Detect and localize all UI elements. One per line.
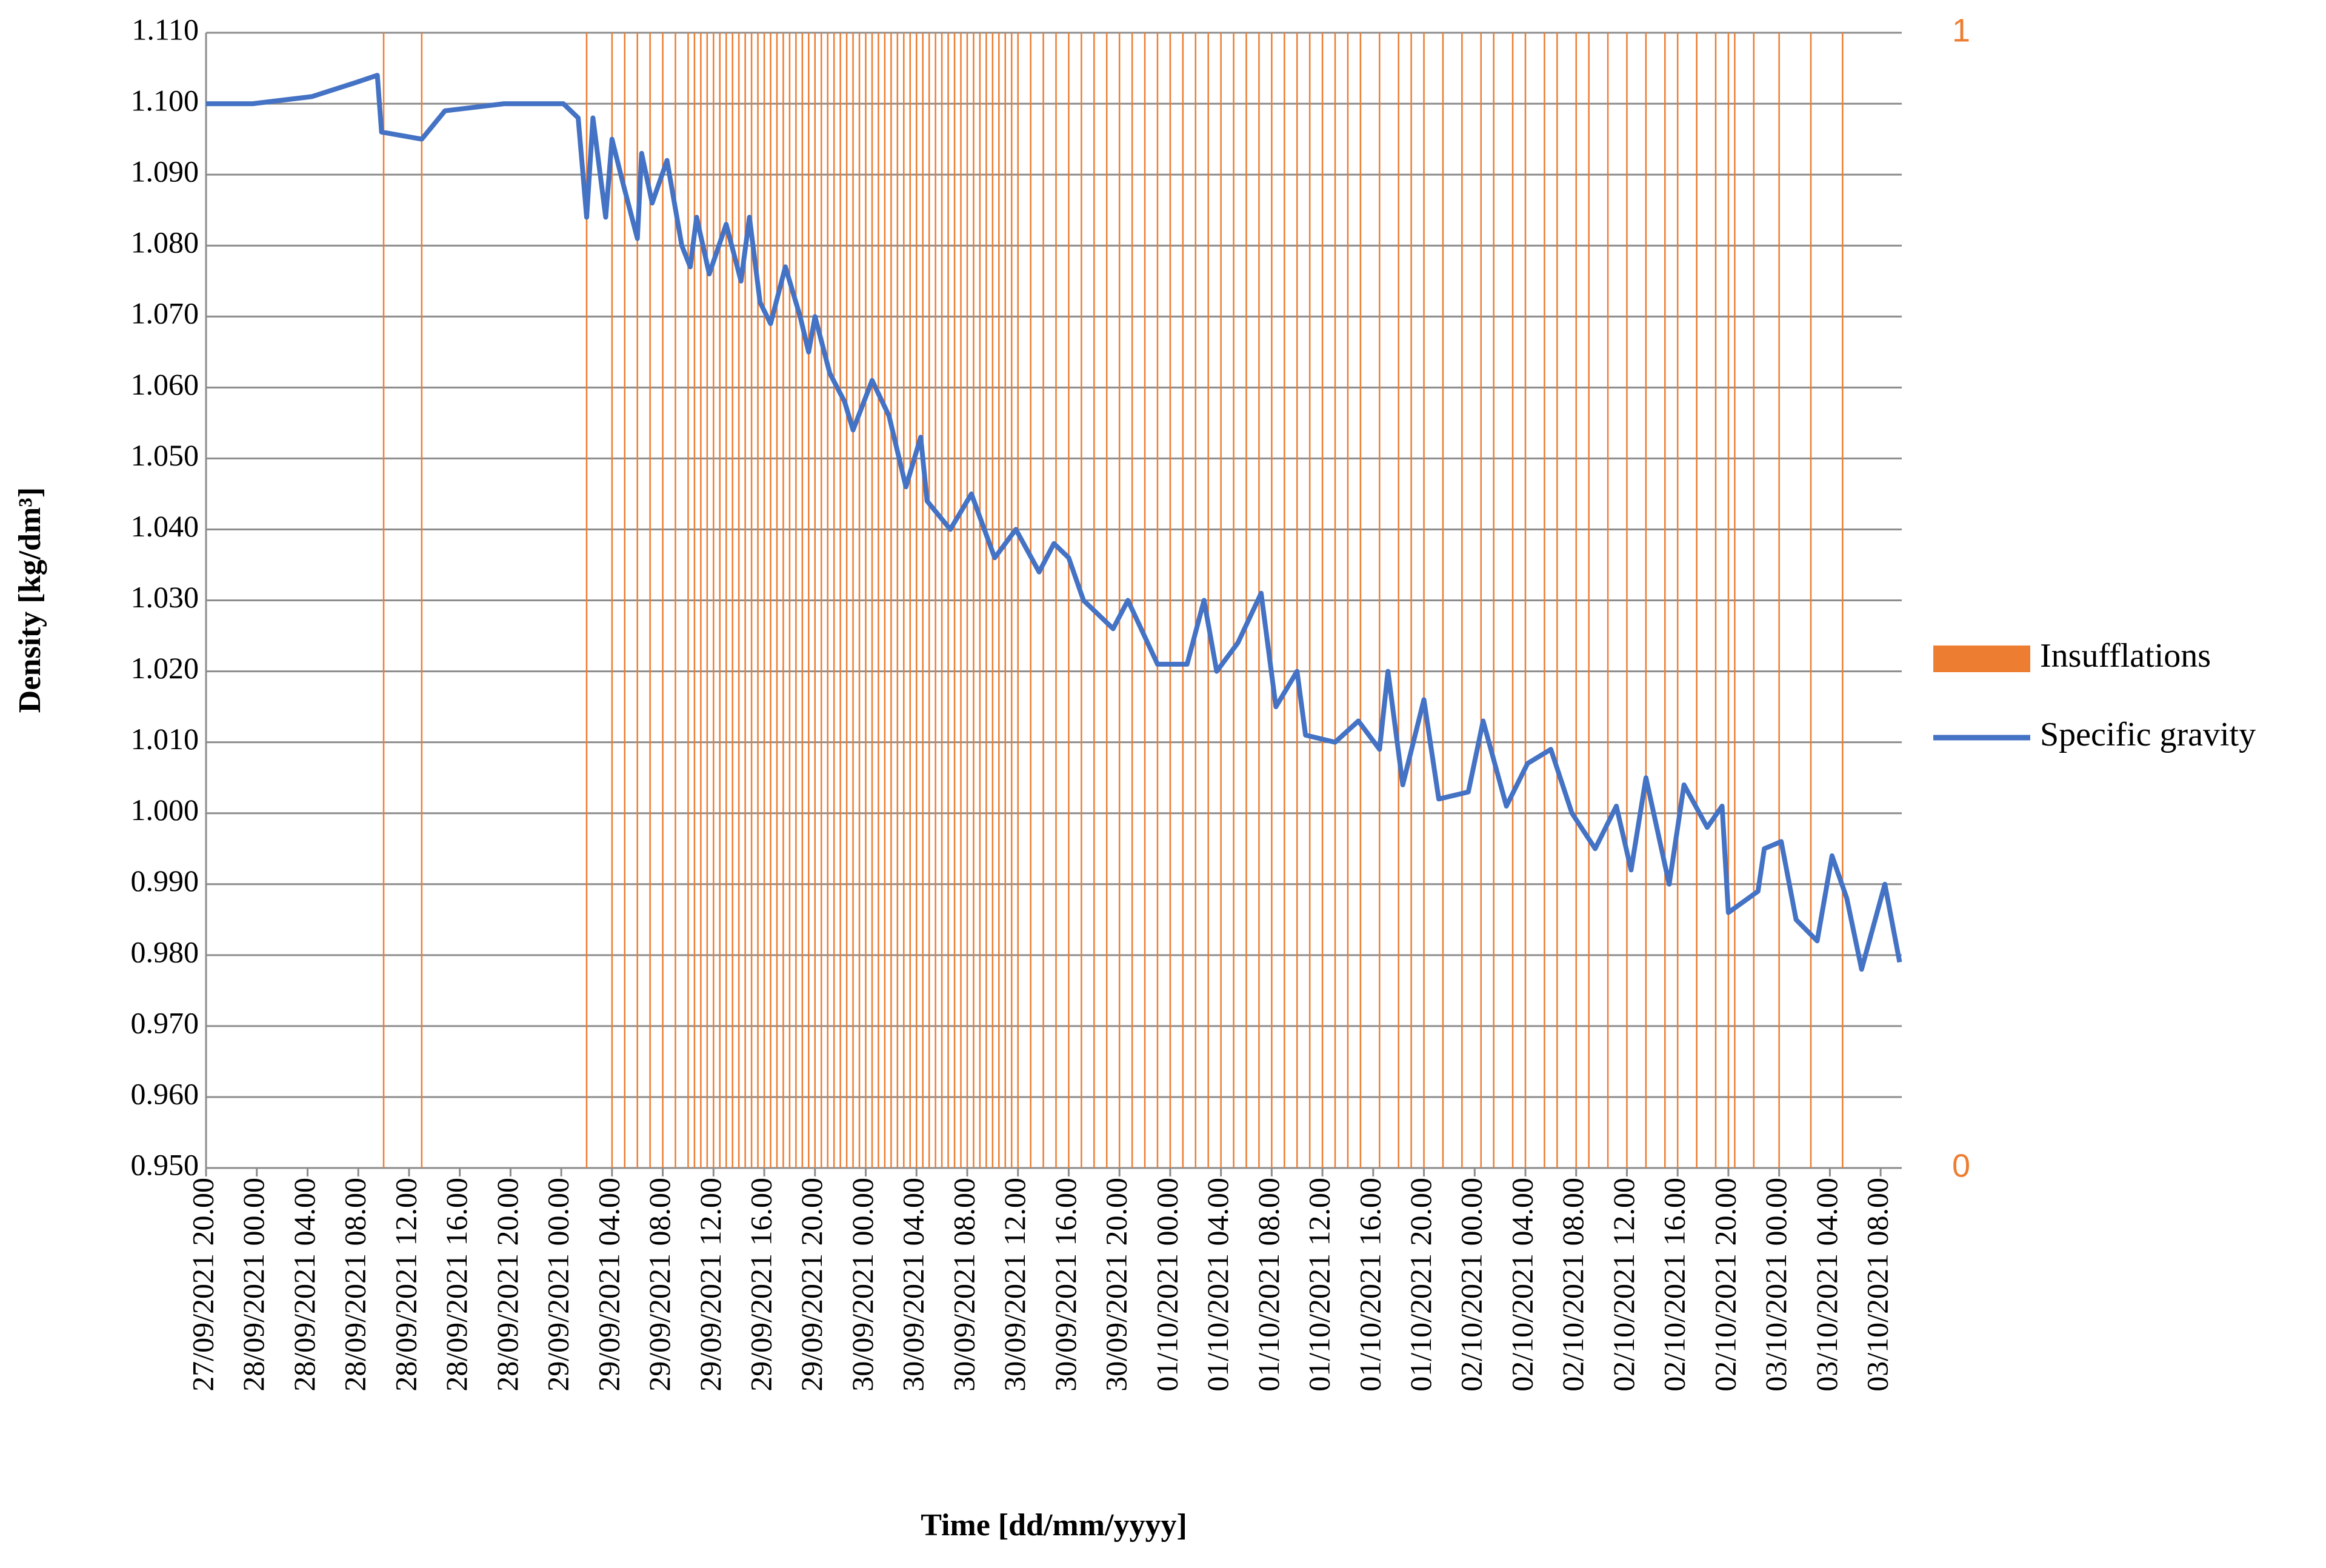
y-tick-label: 0.980 [131, 935, 199, 969]
x-tick-label: 02/10/2021 12.00 [1607, 1178, 1641, 1392]
x-tick-label: 03/10/2021 04.00 [1810, 1178, 1844, 1392]
x-tick-label: 27/09/2021 20.00 [185, 1178, 219, 1392]
y2-tick-label: 0 [1952, 1147, 1970, 1184]
x-tick-label: 29/09/2021 16.00 [744, 1178, 778, 1392]
x-tick-label: 29/09/2021 00.00 [541, 1178, 575, 1392]
legend-swatch [1933, 646, 2030, 672]
x-tick-label: 30/09/2021 20.00 [1099, 1178, 1133, 1392]
y2-tick-label: 1 [1952, 12, 1970, 48]
x-tick-label: 02/10/2021 16.00 [1658, 1178, 1691, 1392]
x-tick-label: 01/10/2021 12.00 [1302, 1178, 1336, 1392]
y-tick-label: 0.970 [131, 1006, 199, 1039]
x-tick-label: 01/10/2021 00.00 [1150, 1178, 1184, 1392]
x-tick-label: 29/09/2021 04.00 [591, 1178, 625, 1392]
y-tick-label: 1.090 [131, 155, 199, 188]
x-tick-label: 30/09/2021 12.00 [998, 1178, 1031, 1392]
x-tick-label: 28/09/2021 04.00 [287, 1178, 321, 1392]
x-tick-label: 01/10/2021 04.00 [1201, 1178, 1235, 1392]
x-tick-label: 02/10/2021 20.00 [1708, 1178, 1742, 1392]
x-tick-label: 28/09/2021 20.00 [490, 1178, 524, 1392]
x-tick-label: 01/10/2021 08.00 [1251, 1178, 1285, 1392]
x-tick-label: 28/09/2021 00.00 [236, 1178, 270, 1392]
y-tick-label: 1.000 [131, 793, 199, 827]
y-tick-label: 1.070 [131, 296, 199, 330]
x-axis-title: Time [dd/mm/yyyy] [921, 1508, 1187, 1543]
specific-gravity-line [206, 73, 1902, 972]
y-tick-label: 0.950 [131, 1147, 199, 1181]
y-tick-label: 1.110 [132, 12, 199, 46]
x-tick-label: 28/09/2021 08.00 [338, 1178, 372, 1392]
x-tick-label: 02/10/2021 08.00 [1556, 1178, 1590, 1392]
x-tick-label: 03/10/2021 08.00 [1861, 1178, 1894, 1392]
x-tick-label: 03/10/2021 00.00 [1759, 1178, 1793, 1392]
x-tick-label: 02/10/2021 04.00 [1505, 1178, 1539, 1392]
y-axis-title: Density [kg/dm³] [13, 487, 47, 713]
y-tick-label: 0.990 [131, 864, 199, 898]
legend-label: Insufflations [2040, 637, 2211, 675]
x-tick-label: 30/09/2021 00.00 [845, 1178, 879, 1392]
x-tick-label: 30/09/2021 04.00 [896, 1178, 930, 1392]
x-tick-label: 30/09/2021 08.00 [947, 1178, 981, 1392]
y-tick-label: 1.040 [131, 509, 199, 543]
x-tick-label: 30/09/2021 16.00 [1048, 1178, 1082, 1392]
y-tick-label: 1.010 [131, 722, 199, 756]
y-tick-label: 1.060 [131, 367, 199, 401]
x-tick-label: 29/09/2021 20.00 [795, 1178, 828, 1392]
x-tick-label: 29/09/2021 08.00 [642, 1178, 676, 1392]
x-tick-label: 29/09/2021 12.00 [693, 1178, 727, 1392]
x-tick-label: 01/10/2021 16.00 [1353, 1178, 1387, 1392]
x-tick-label: 02/10/2021 00.00 [1455, 1178, 1488, 1392]
y-tick-label: 1.020 [131, 651, 199, 685]
legend-label: Specific gravity [2040, 716, 2256, 753]
x-tick-label: 01/10/2021 20.00 [1404, 1178, 1438, 1392]
y-tick-label: 1.100 [131, 84, 199, 118]
y-tick-label: 1.030 [131, 580, 199, 614]
y-tick-label: 1.080 [131, 225, 199, 259]
x-tick-label: 28/09/2021 16.00 [439, 1178, 473, 1392]
y-tick-label: 0.960 [131, 1076, 199, 1110]
y-tick-label: 1.050 [131, 438, 199, 472]
x-tick-label: 28/09/2021 12.00 [388, 1178, 422, 1392]
